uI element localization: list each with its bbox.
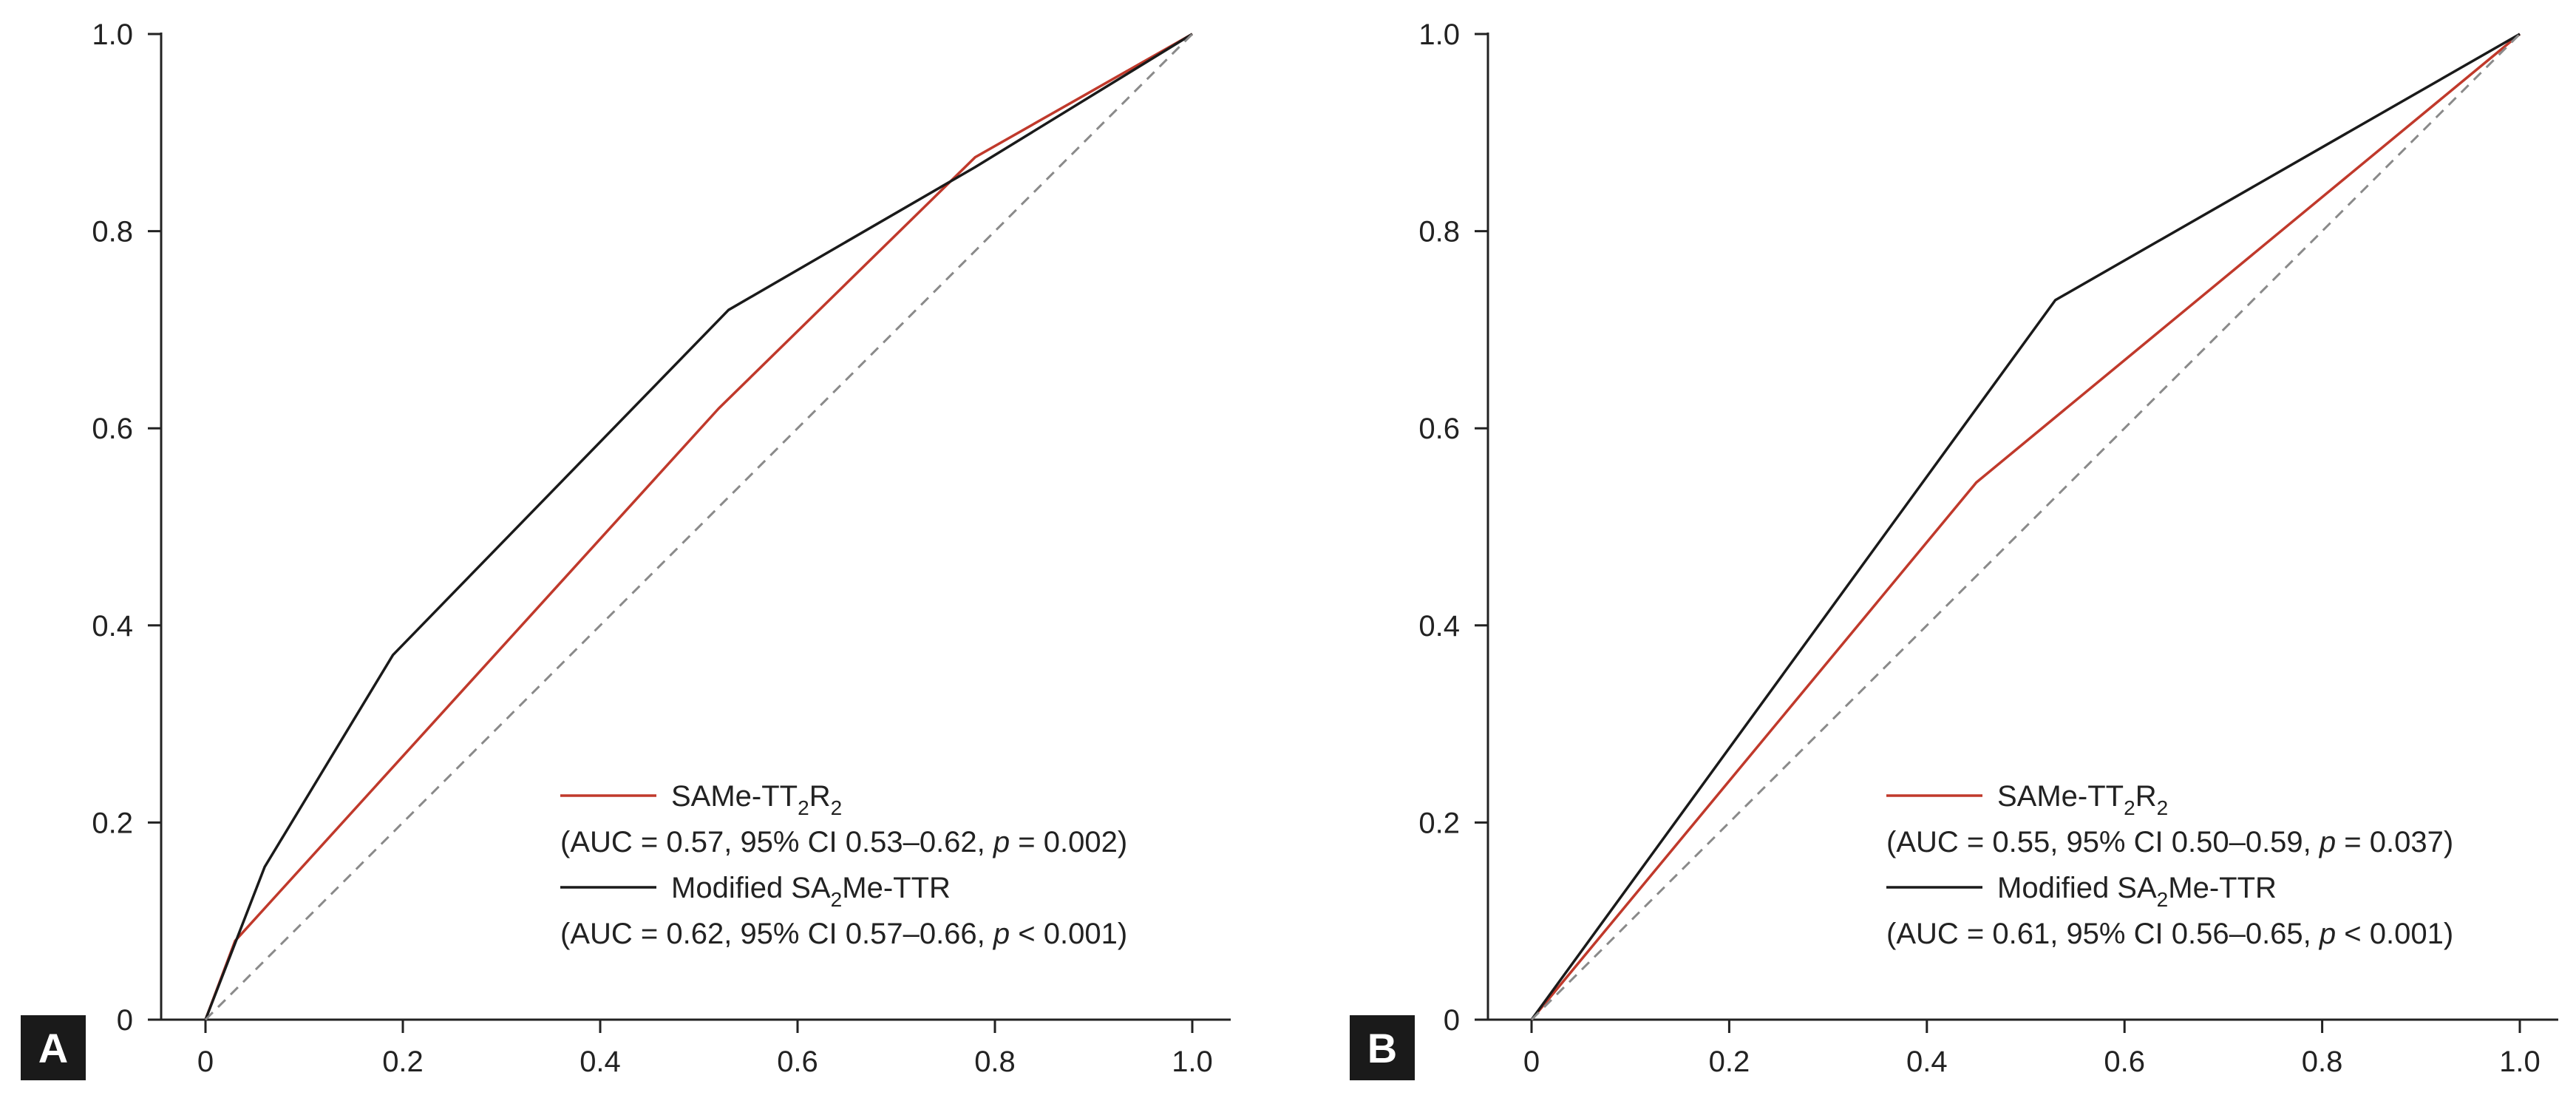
x-tick-label: 0: [197, 1046, 214, 1078]
legend-series-stats: (AUC = 0.61, 95% CI 0.56–0.65, p < 0.001…: [1886, 918, 2453, 950]
legend-series-stats: (AUC = 0.55, 95% CI 0.50–0.59, p = 0.037…: [1886, 826, 2453, 858]
panel-badge: [21, 1015, 86, 1080]
x-tick-label: 1.0: [2499, 1046, 2541, 1078]
series-line-modified-sa2me-ttr: [204, 33, 1193, 1020]
x-tick-label: 0: [1523, 1046, 1540, 1078]
panel-badge-letter: A: [38, 1025, 68, 1071]
x-tick-label: 1.0: [1172, 1046, 1213, 1078]
reference-diagonal-line: [204, 33, 1194, 1021]
y-tick-label: 0.6: [92, 413, 133, 445]
panel-a: 0 0.2 0.4 0.6 0.8 1.0 0 0.2 0.4 0.6 0.8 1.0 SAMe-TT2…: [21, 18, 1231, 1080]
panel-badge-letter: B: [1367, 1025, 1397, 1071]
series-line-same-tt2r2: [1530, 33, 2521, 1021]
reference-diagonal-line: [1530, 33, 2521, 1021]
x-tick-label: 0.4: [1906, 1046, 1948, 1078]
legend-series-name: Modified SA2Me-TTR: [671, 872, 951, 911]
legend-series-name: SAMe-TT2R2: [671, 780, 842, 819]
panel-b: 0 0.2 0.4 0.6 0.8 1.0 0 0.2 0.4 0.6 0.8 1.0 SAMe-TT2…: [1350, 18, 2558, 1080]
y-tick-label: 0.6: [1418, 413, 1460, 445]
x-tick-label: 0.2: [382, 1046, 424, 1078]
legend-series-name: SAMe-TT2R2: [1997, 780, 2168, 819]
y-tick-label: 1.0: [92, 18, 133, 51]
legend-series-stats: (AUC = 0.62, 95% CI 0.57–0.66, p < 0.001…: [560, 918, 1127, 950]
legend-series-name: Modified SA2Me-TTR: [1997, 872, 2277, 911]
x-tick-label: 0.6: [2104, 1046, 2145, 1078]
y-tick-label: 0.4: [92, 610, 133, 643]
y-tick-label: 0.4: [1418, 610, 1460, 643]
legend-series-stats: (AUC = 0.57, 95% CI 0.53–0.62, p = 0.002…: [560, 826, 1127, 858]
x-tick-label: 0.8: [2302, 1046, 2343, 1078]
y-tick-label: 0.2: [1418, 807, 1460, 839]
y-tick-label: 0.8: [92, 216, 133, 248]
x-tick-label: 0.2: [1709, 1046, 1750, 1078]
y-tick-label: 0: [1444, 1004, 1460, 1037]
y-tick-label: 0.8: [1418, 216, 1460, 248]
y-tick-label: 0: [117, 1004, 133, 1037]
x-tick-label: 0.4: [580, 1046, 621, 1078]
x-tick-label: 0.8: [974, 1046, 1016, 1078]
y-tick-label: 1.0: [1418, 18, 1460, 51]
panel-badge: [1350, 1015, 1415, 1080]
series-line-modified-sa2me-ttr: [1530, 33, 2521, 1021]
y-tick-label: 0.2: [92, 807, 133, 839]
x-tick-label: 0.6: [777, 1046, 818, 1078]
